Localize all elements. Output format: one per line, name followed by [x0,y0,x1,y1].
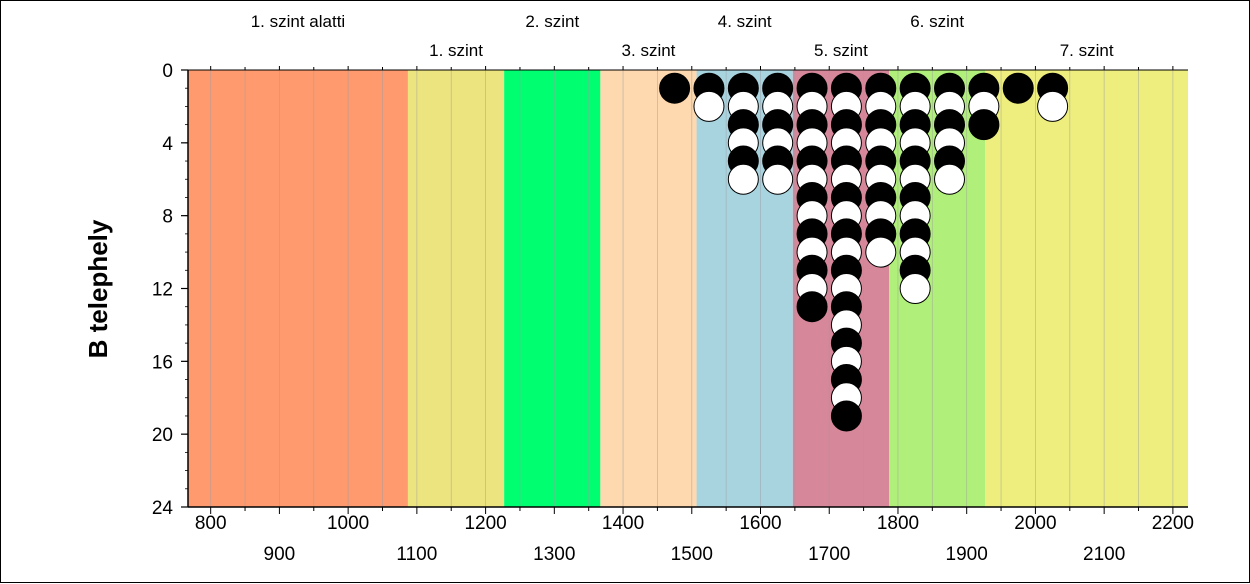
data-dot [1037,90,1069,122]
y-tick-label: 16 [152,352,173,373]
x-tick-label: 900 [264,544,296,565]
y-tick-label: 8 [162,207,173,228]
labels: 0 4 8 12 16 20 24 800 1000 1200 1400 1600 1800 2000 22… [152,12,1194,565]
x-tick-label: 1300 [533,544,575,565]
data-dot [865,236,897,268]
data-dot [830,400,862,432]
band-label: 4. szint [718,12,772,31]
y-tick-label: 24 [152,498,174,519]
band-3 [504,70,601,507]
vertical-grid [210,70,1174,507]
data-dot [899,273,931,304]
band-8 [985,70,1188,507]
data-dots [659,72,1069,432]
x-tick-label: 2000 [1014,513,1056,534]
data-dot [693,90,725,122]
band-1 [188,70,408,507]
data-dot [762,163,794,195]
band-2 [407,70,505,507]
band-label: 7. szint [1060,41,1114,60]
x-tick-label: 1500 [671,544,713,565]
data-dot [796,291,828,323]
y-tick-label: 12 [152,280,173,301]
band-label: 3. szint [622,41,676,60]
data-dot [968,109,1000,141]
y-tick-label: 0 [162,61,173,82]
band-label: 1. szint alatti [251,12,346,31]
data-dot [934,163,966,195]
x-tick-label: 1000 [327,513,369,534]
level-bands [188,70,1188,507]
data-dot [727,163,759,195]
x-tick-label: 800 [195,513,227,534]
x-tick-label: 2100 [1083,544,1125,565]
y-tick-label: 20 [152,425,173,446]
y-tick-label: 4 [162,134,173,155]
x-tick-label: 1400 [602,513,644,534]
data-dot [659,72,691,104]
x-tick-label: 1900 [946,544,988,565]
x-tick-label: 1700 [808,544,850,565]
x-tick-label: 1100 [396,544,437,565]
y-axis-label: B telephely [83,219,113,358]
x-tick-label: 1800 [877,513,919,534]
x-tick-label: 1600 [739,513,781,534]
band-label: 5. szint [814,41,868,60]
x-tick-label: 2200 [1152,513,1194,534]
axes [181,66,1188,514]
data-dot [1002,72,1034,104]
band-label: 1. szint [429,41,483,60]
band-4 [600,70,697,507]
x-tick-label: 1200 [464,513,506,534]
band-label: 6. szint [910,12,964,31]
band-label: 2. szint [525,12,579,31]
